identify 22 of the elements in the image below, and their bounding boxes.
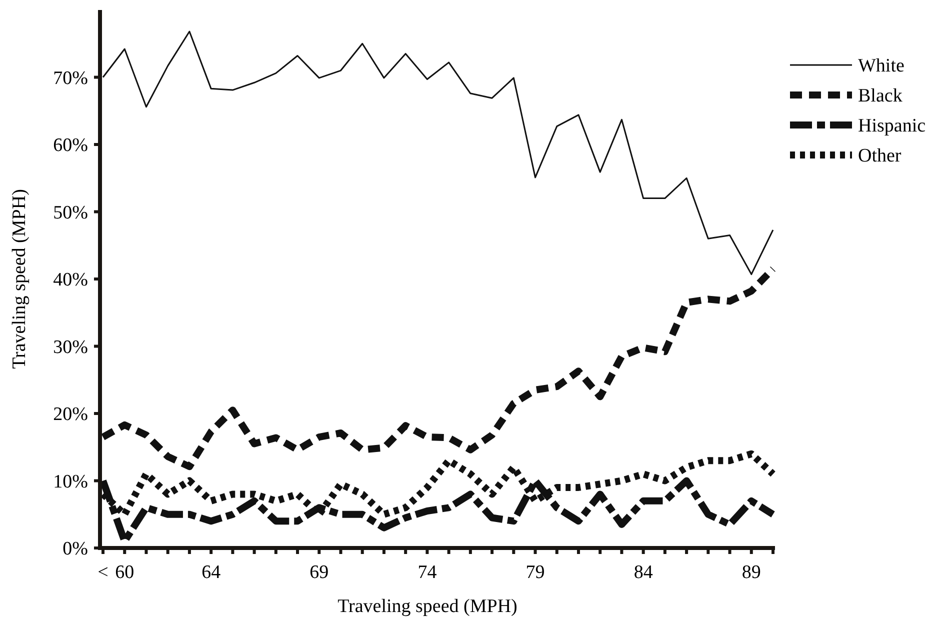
legend-label: Other xyxy=(858,146,902,167)
y-tick-label: 0% xyxy=(62,538,88,560)
x-tick-label: 69 xyxy=(310,562,329,583)
y-tick-label: 70% xyxy=(53,68,88,89)
x-tick-label: 89 xyxy=(742,562,761,583)
x-tick-label: < xyxy=(98,562,108,583)
legend-label: Black xyxy=(858,86,903,107)
legend-label: Hispanic xyxy=(858,116,926,137)
y-tick-label: 40% xyxy=(53,270,88,291)
x-tick-label: 64 xyxy=(202,562,222,583)
y-tick-label: 30% xyxy=(53,336,88,358)
legend-label: White xyxy=(858,56,904,77)
y-axis-title: Traveling speed (MPH) xyxy=(9,189,30,369)
y-tick-label: 20% xyxy=(53,404,88,426)
x-tick-label: 60 xyxy=(115,562,134,583)
x-tick-label: 79 xyxy=(526,562,545,583)
y-tick-label: 10% xyxy=(53,471,88,492)
x-tick-label: 74 xyxy=(418,562,438,583)
y-tick-label: 60% xyxy=(53,135,88,156)
x-axis-title: Traveling speed (MPH) xyxy=(338,596,518,617)
x-tick-label: 84 xyxy=(634,562,654,583)
y-tick-label: 50% xyxy=(53,202,88,224)
